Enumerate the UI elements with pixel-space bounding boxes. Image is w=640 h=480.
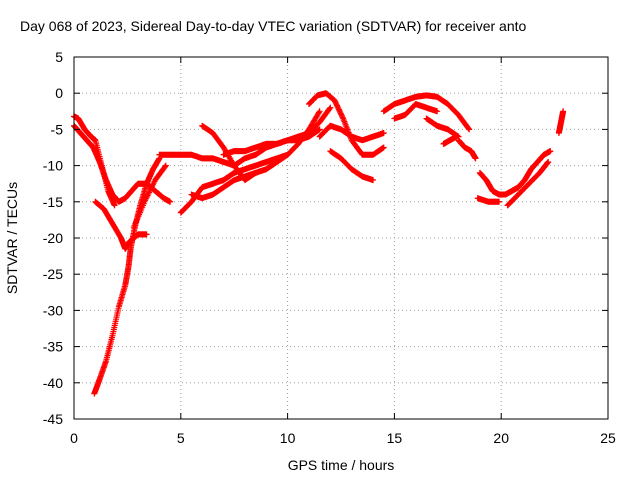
data-point bbox=[466, 126, 473, 133]
series-trace-19 bbox=[504, 158, 552, 209]
y-tick-label: -45 bbox=[43, 411, 63, 427]
series-trace-13 bbox=[327, 148, 377, 184]
series-trace-12 bbox=[316, 122, 387, 144]
data-point bbox=[162, 162, 169, 169]
data-point bbox=[560, 108, 567, 115]
y-tick-label: -25 bbox=[43, 266, 63, 282]
y-tick-label: -35 bbox=[43, 339, 63, 355]
series-trace-18 bbox=[476, 148, 554, 198]
x-tick-label: 10 bbox=[280, 430, 296, 446]
data-point bbox=[370, 177, 377, 184]
series-trace-15 bbox=[391, 101, 441, 122]
x-axis-label: GPS time / hours bbox=[288, 457, 395, 473]
data-point bbox=[316, 108, 323, 115]
data-point bbox=[545, 158, 552, 165]
series-trace-22 bbox=[440, 133, 460, 147]
data-point bbox=[465, 125, 472, 132]
data-point bbox=[162, 163, 169, 170]
series-trace-14 bbox=[380, 92, 473, 133]
series-trace-9 bbox=[199, 122, 259, 184]
data-point bbox=[434, 108, 441, 115]
tick-labels: 0 5 10 15 20 25 5 0 -5 -10 -15 -20 -25 -30 -35 -40 -45 bbox=[43, 49, 616, 446]
data-point bbox=[284, 151, 291, 158]
series-trace-11 bbox=[305, 90, 387, 158]
series-trace-16 bbox=[423, 115, 462, 140]
data-point bbox=[380, 130, 387, 137]
x-tick-label: 5 bbox=[177, 430, 185, 446]
y-tick-label: 5 bbox=[55, 49, 63, 65]
data-point bbox=[167, 198, 174, 205]
series-trace-20 bbox=[555, 108, 567, 137]
series-trace-21 bbox=[474, 195, 503, 205]
y-tick-label: -5 bbox=[51, 121, 64, 137]
series-trace-4 bbox=[91, 155, 163, 397]
data-point bbox=[316, 126, 323, 133]
data-point bbox=[315, 109, 322, 116]
data-point bbox=[496, 198, 503, 205]
chart-title: Day 068 of 2023, Sidereal Day-to-day VTE… bbox=[20, 18, 527, 34]
y-tick-label: -10 bbox=[43, 158, 63, 174]
data-point bbox=[111, 202, 118, 209]
data-points bbox=[71, 90, 567, 397]
y-tick-label: -15 bbox=[43, 194, 63, 210]
data-point bbox=[326, 105, 333, 112]
x-tick-label: 0 bbox=[70, 430, 78, 446]
data-point bbox=[472, 155, 479, 162]
y-tick-label: -40 bbox=[43, 375, 63, 391]
data-point bbox=[547, 148, 554, 155]
y-tick-label: -20 bbox=[43, 230, 63, 246]
y-tick-label: 0 bbox=[55, 85, 63, 101]
data-point bbox=[544, 159, 551, 166]
data-point bbox=[252, 169, 259, 176]
data-point bbox=[339, 114, 346, 121]
data-point bbox=[380, 144, 387, 151]
x-tick-label: 15 bbox=[387, 430, 403, 446]
series-trace-5 bbox=[130, 162, 169, 231]
data-point bbox=[453, 133, 460, 140]
x-tick-label: 20 bbox=[493, 430, 509, 446]
series-trace-17 bbox=[455, 137, 479, 162]
data-point bbox=[143, 231, 150, 238]
data-point bbox=[327, 104, 334, 111]
y-tick-label: -30 bbox=[43, 302, 63, 318]
series-trace-10 bbox=[220, 126, 323, 158]
axis-ticks bbox=[73, 56, 609, 420]
x-tick-label: 25 bbox=[600, 430, 616, 446]
y-axis-label: SDTVAR / TECUs bbox=[4, 182, 20, 294]
